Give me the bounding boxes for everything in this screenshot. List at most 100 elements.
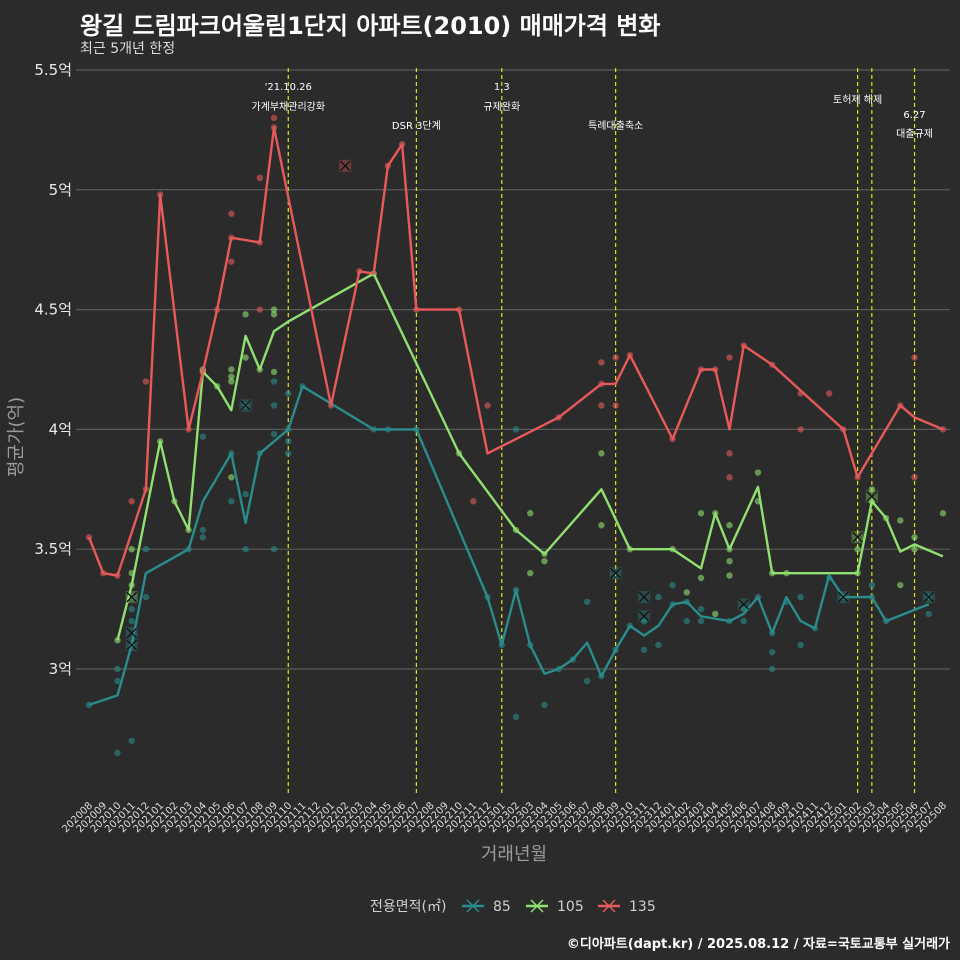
cancel-marker-85 [638, 591, 651, 604]
trade-point-105 [939, 510, 947, 517]
trade-point-105 [911, 546, 918, 553]
y-tick-label: 4.5억 [34, 301, 72, 319]
trade-point-85 [868, 581, 876, 589]
trade-point-135 [256, 306, 263, 313]
trade-point-135 [256, 174, 263, 182]
trade-point-85 [270, 402, 278, 409]
trade-point-105 [527, 569, 534, 577]
trade-point-85 [242, 490, 249, 498]
trade-point-135 [270, 114, 278, 122]
cancel-marker-105 [125, 591, 138, 604]
trade-point-85 [228, 498, 235, 505]
trade-point-85 [199, 433, 207, 440]
trade-point-105 [270, 311, 278, 318]
trade-point-135 [142, 378, 150, 385]
trade-point-85 [242, 546, 249, 553]
trade-point-105 [868, 486, 876, 493]
trade-point-85 [669, 581, 676, 589]
trade-point-85 [655, 593, 662, 601]
trade-point-135 [598, 359, 605, 366]
trade-point-105 [598, 522, 605, 529]
trade-point-85 [583, 598, 591, 606]
trade-point-85 [683, 617, 690, 625]
trade-point-105 [697, 574, 705, 582]
trade-point-85 [640, 646, 648, 654]
trade-point-85 [142, 593, 150, 601]
y-tick-label: 4억 [49, 420, 72, 438]
y-tick-label: 5억 [49, 181, 72, 199]
trade-point-85 [512, 713, 520, 721]
trade-point-85 [655, 641, 662, 649]
trade-point-135 [911, 474, 918, 481]
trade-point-105 [228, 373, 235, 380]
cancel-marker-105 [851, 531, 864, 544]
trade-point-105 [527, 510, 534, 517]
event-date-label: 1.3 [494, 82, 510, 93]
trade-point-85 [270, 430, 278, 438]
trade-point-85 [797, 593, 804, 601]
event-policy-label: 가계부채관리강화 [251, 101, 325, 113]
trade-point-135 [128, 498, 135, 505]
trade-point-85 [128, 737, 135, 745]
y-tick-label: 3.5억 [34, 540, 72, 558]
trade-point-105 [270, 368, 278, 376]
legend-item-85: 85 [462, 899, 511, 915]
trade-point-135 [484, 402, 491, 409]
trade-point-85 [769, 649, 776, 656]
trade-point-85 [142, 546, 150, 553]
trade-point-85 [512, 426, 520, 433]
y-tick-labels: 3억 3.5억 4억 4.5억 5억 5.5억 [34, 61, 72, 678]
cancel-marker-85 [922, 591, 935, 604]
trade-point-85 [285, 390, 292, 397]
cancel-marker-85 [737, 598, 750, 611]
trade-point-135 [726, 354, 733, 361]
chart-title: 왕길 드림파크어울림1단지 아파트(2010) 매매가격 변화 [80, 12, 661, 40]
trade-point-85 [697, 617, 705, 625]
y-axis-label: 평균가(억) [6, 397, 27, 477]
event-policy-label: 특례대출축소 [588, 120, 643, 132]
x-axis-label: 거래년월 [481, 844, 547, 865]
trade-point-85 [114, 677, 121, 685]
cancel-marker-105 [865, 490, 878, 503]
series-lines [87, 126, 944, 707]
trade-point-85 [740, 617, 747, 625]
trade-point-105 [228, 474, 235, 481]
trade-point-135 [911, 354, 918, 361]
chart-subtitle: 최근 5개년 한정 [80, 41, 176, 57]
trade-point-105 [228, 366, 235, 373]
trade-point-135 [228, 210, 235, 217]
trade-point-135 [228, 258, 235, 265]
trade-point-85 [697, 605, 705, 613]
cancel-markers [125, 159, 935, 652]
trade-point-105 [598, 450, 605, 457]
trade-point-105 [726, 557, 733, 565]
legend: 전용면적(㎡) 85 105 135 [370, 899, 656, 915]
trade-point-105 [754, 469, 762, 476]
series-line-85 [88, 385, 930, 707]
trade-point-105 [228, 378, 235, 385]
trade-point-105 [712, 610, 719, 618]
trade-point-105 [683, 589, 690, 596]
trade-point-135 [797, 426, 804, 433]
event-date-label: 6.27 [903, 110, 925, 121]
x-tick-labels: 2020082020092020102020112020122021012021… [60, 800, 949, 835]
trade-point-135 [726, 450, 733, 457]
trade-point-105 [270, 306, 278, 313]
event-policy-label: 대출규제 [896, 128, 933, 140]
trade-point-105 [726, 572, 733, 579]
trade-point-105 [854, 546, 861, 553]
legend-label-85: 85 [493, 899, 511, 915]
trade-point-135 [612, 354, 619, 361]
trade-point-85 [270, 378, 278, 385]
trade-point-85 [270, 546, 278, 553]
trade-point-85 [769, 665, 776, 673]
trade-point-105 [726, 522, 733, 529]
series-line-135 [87, 126, 944, 577]
trade-point-85 [797, 641, 804, 649]
trade-point-105 [897, 517, 904, 524]
cancel-marker-135 [339, 159, 352, 172]
trade-point-85 [541, 701, 548, 709]
event-policy-label: DSR 3단계 [392, 120, 441, 132]
